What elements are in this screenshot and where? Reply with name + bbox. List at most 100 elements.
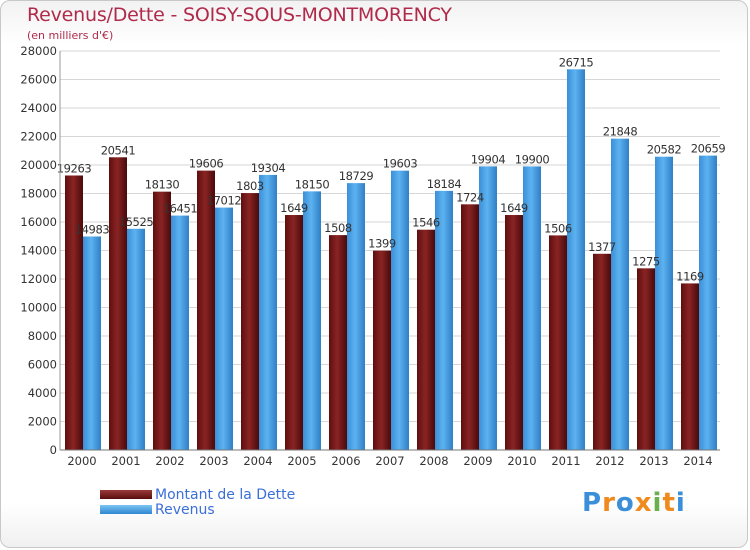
data-label-dette: 19263 xyxy=(57,162,92,176)
y-tick-label: 14000 xyxy=(20,244,57,258)
data-label-revenus: 20582 xyxy=(647,143,682,157)
x-tick-label: 2008 xyxy=(419,454,448,468)
data-label-revenus: 17012 xyxy=(207,194,242,208)
data-label-dette: 1506 xyxy=(544,221,572,235)
x-tick-label: 2011 xyxy=(551,454,580,468)
bar-revenus xyxy=(127,228,145,450)
bar-dette xyxy=(329,235,347,450)
y-tick-label: 18000 xyxy=(20,187,57,201)
data-label-revenus: 19904 xyxy=(471,152,506,166)
x-tick-label: 2010 xyxy=(507,454,536,468)
x-tick-label: 2012 xyxy=(595,454,624,468)
data-label-dette: 1377 xyxy=(588,240,616,254)
data-label-revenus: 19304 xyxy=(251,161,286,175)
bar-revenus xyxy=(303,191,321,451)
y-tick-label: 20000 xyxy=(20,158,57,172)
x-tick-label: 2003 xyxy=(199,454,228,468)
x-tick-label: 2013 xyxy=(639,454,668,468)
y-tick-label: 8000 xyxy=(28,329,57,343)
chart-legend: Montant de la Dette Revenus xyxy=(100,486,296,518)
bar-dette xyxy=(109,157,127,450)
data-label-revenus: 16451 xyxy=(163,202,198,216)
y-tick-label: 6000 xyxy=(28,358,57,372)
data-label-dette: 1508 xyxy=(324,221,352,235)
bar-revenus xyxy=(479,166,497,451)
data-label-dette: 20541 xyxy=(101,143,136,157)
bar-revenus xyxy=(699,155,717,450)
bar-dette xyxy=(241,193,259,450)
x-tick-label: 2004 xyxy=(243,454,272,468)
bar-dette xyxy=(593,253,611,450)
bar-revenus xyxy=(171,215,189,450)
bar-dette xyxy=(285,215,303,450)
data-label-revenus: 15525 xyxy=(119,215,154,229)
legend-label-dette: Montant de la Dette xyxy=(155,486,296,503)
bar-dette xyxy=(65,175,83,450)
bar-dette xyxy=(549,235,567,450)
bar-dette xyxy=(153,191,171,450)
x-tick-label: 2000 xyxy=(67,454,96,468)
logo-letter: o xyxy=(615,488,635,518)
data-label-dette: 18130 xyxy=(145,178,180,192)
y-tick-label: 26000 xyxy=(20,73,57,87)
data-label-dette: 1649 xyxy=(500,201,528,215)
data-label-revenus: 20659 xyxy=(691,142,726,156)
logo-letter: i xyxy=(652,488,663,518)
data-label-revenus: 18184 xyxy=(427,177,462,191)
y-tick-label: 4000 xyxy=(28,386,57,400)
legend-swatch-dette xyxy=(100,490,152,499)
data-label-revenus: 18729 xyxy=(339,169,374,183)
x-tick-label: 2001 xyxy=(111,454,140,468)
bar-dette xyxy=(461,204,479,450)
legend-label-revenus: Revenus xyxy=(155,501,215,518)
bar-dette xyxy=(197,170,215,450)
logo-letter: r xyxy=(602,488,616,518)
data-label-dette: 1169 xyxy=(676,269,704,283)
bar-dette xyxy=(681,283,699,450)
bar-revenus xyxy=(567,69,585,450)
data-label-dette: 1803 xyxy=(236,179,264,193)
legend-swatch-revenus xyxy=(100,505,152,514)
x-tick-label: 2005 xyxy=(287,454,316,468)
bar-revenus xyxy=(259,174,277,450)
x-tick-label: 2006 xyxy=(331,454,360,468)
data-label-revenus: 19603 xyxy=(383,157,418,171)
bar-dette xyxy=(417,229,435,450)
chart-subtitle: (en milliers d'€) xyxy=(27,29,114,42)
bar-revenus xyxy=(435,190,453,451)
chart-title: Revenus/Dette - SOISY-SOUS-MONTMORENCY xyxy=(27,4,452,26)
data-label-revenus: 18150 xyxy=(295,177,330,191)
logo-letter: P xyxy=(582,488,603,518)
data-label-revenus: 14983 xyxy=(75,222,110,236)
y-tick-label: 0 xyxy=(50,443,57,457)
logo-letter: t xyxy=(662,488,676,518)
legend-item-dette: Montant de la Dette xyxy=(100,486,296,503)
y-tick-label: 10000 xyxy=(20,301,57,315)
bar-dette xyxy=(637,268,655,450)
bar-revenus xyxy=(391,170,409,450)
y-tick-label: 12000 xyxy=(20,272,57,286)
data-label-dette: 1275 xyxy=(632,254,660,268)
x-tick-label: 2014 xyxy=(683,454,712,468)
bar-revenus xyxy=(83,236,101,450)
data-label-dette: 1724 xyxy=(456,190,484,204)
data-label-revenus: 26715 xyxy=(559,55,594,69)
bar-revenus xyxy=(611,138,629,450)
bar-dette xyxy=(505,215,523,450)
bar-revenus xyxy=(215,207,233,450)
legend-item-revenus: Revenus xyxy=(100,501,295,518)
bar-revenus xyxy=(523,166,541,451)
y-tick-label: 2000 xyxy=(28,415,57,429)
data-label-dette: 1649 xyxy=(280,201,308,215)
y-tick-label: 28000 xyxy=(20,44,57,58)
bar-dette xyxy=(373,250,391,450)
data-label-revenus: 21848 xyxy=(603,125,638,139)
data-label-dette: 1546 xyxy=(412,216,440,230)
data-label-revenus: 19900 xyxy=(515,152,550,166)
x-tick-label: 2007 xyxy=(375,454,404,468)
bar-revenus xyxy=(655,156,673,451)
logo-letter: x xyxy=(634,488,653,518)
data-label-dette: 1399 xyxy=(368,237,396,251)
x-tick-label: 2009 xyxy=(463,454,492,468)
